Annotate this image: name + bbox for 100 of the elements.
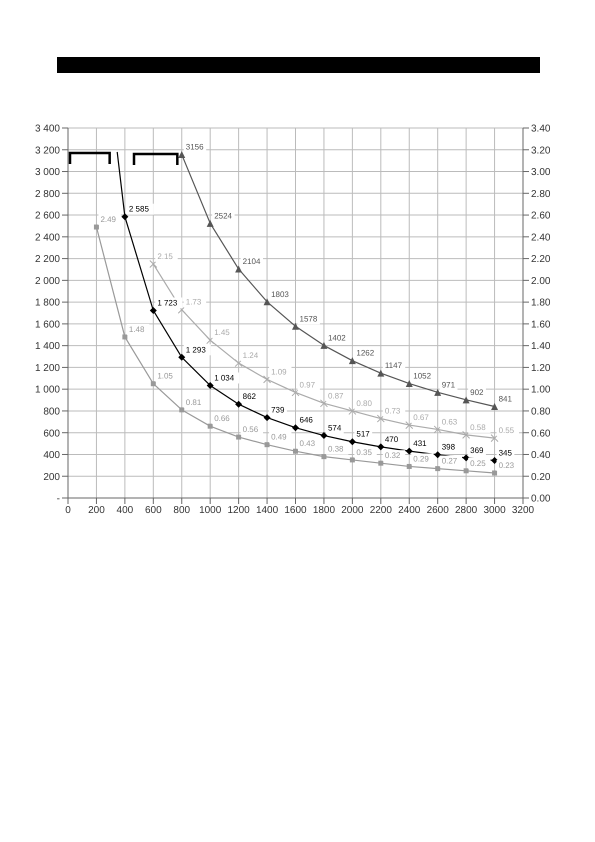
y-tick-label: 3 200 xyxy=(34,145,60,156)
y2-tick-label: 1.20 xyxy=(531,362,551,374)
data-label: 646 xyxy=(300,416,314,425)
y-tick-label: 200 xyxy=(43,472,60,483)
x-tick-label: 1200 xyxy=(228,505,250,516)
y2-tick-label: 3.00 xyxy=(531,167,551,178)
x-tick-label: 2200 xyxy=(370,505,392,516)
y2-tick-label: 0.20 xyxy=(531,472,551,483)
data-label: 1.73 xyxy=(186,298,202,307)
data-label: 739 xyxy=(271,406,285,415)
point xyxy=(320,432,328,440)
point xyxy=(292,388,300,396)
data-label: 0.23 xyxy=(498,460,515,470)
x-tick-label: 2600 xyxy=(426,505,450,516)
data-label: 0.87 xyxy=(328,391,344,400)
y-tick-label: 2 000 xyxy=(34,276,60,287)
point xyxy=(462,454,470,462)
point xyxy=(378,460,384,466)
point xyxy=(264,298,271,306)
point xyxy=(122,334,128,340)
data-label: 0.80 xyxy=(356,398,372,408)
point xyxy=(234,359,243,368)
point xyxy=(434,425,442,434)
data-label: 0.49 xyxy=(271,432,288,442)
data-label: 0.66 xyxy=(214,414,230,424)
x-tick-label: 400 xyxy=(116,505,134,516)
point xyxy=(235,266,242,273)
data-label: 1.09 xyxy=(271,367,288,376)
point xyxy=(293,448,298,454)
data-label: 0.43 xyxy=(300,439,316,448)
data-label: 1803 xyxy=(271,290,290,299)
point xyxy=(150,381,156,386)
point xyxy=(235,400,242,408)
y-tick-label: 2 800 xyxy=(34,188,60,200)
point xyxy=(321,454,326,460)
data-label: 0.38 xyxy=(328,444,344,454)
x-tick-label: 0 xyxy=(65,505,72,516)
y2-tick-label: 2.60 xyxy=(531,210,551,222)
point xyxy=(348,438,356,446)
point xyxy=(348,406,356,415)
y-tick-label: 2 600 xyxy=(34,210,60,222)
point xyxy=(292,424,299,432)
data-label: 1262 xyxy=(356,348,375,358)
data-label: 2524 xyxy=(214,211,233,220)
data-label: 0.67 xyxy=(413,413,430,422)
data-label: 862 xyxy=(242,392,257,402)
y-tick-label: 1 400 xyxy=(34,341,60,352)
point xyxy=(376,414,385,423)
data-label: 1.48 xyxy=(128,324,145,334)
point xyxy=(434,388,442,396)
x-tick-label: 1800 xyxy=(312,505,336,516)
point xyxy=(236,434,242,440)
point xyxy=(348,357,356,364)
data-label: 0.97 xyxy=(300,380,316,390)
y2-tick-label: 1.60 xyxy=(531,319,551,330)
data-label: 3156 xyxy=(186,142,204,152)
data-label: 2104 xyxy=(242,257,261,266)
y2-tick-label: 0.40 xyxy=(531,450,551,462)
x-tick-label: 3000 xyxy=(483,505,506,516)
data-label: 1.05 xyxy=(157,372,174,381)
data-label: 1147 xyxy=(384,361,403,370)
data-label: 0.81 xyxy=(186,398,202,407)
x-tick-label: 1400 xyxy=(256,505,279,516)
data-label: 2 585 xyxy=(128,204,150,214)
y2-tick-label: 1.00 xyxy=(531,384,551,396)
point xyxy=(320,399,328,408)
point xyxy=(434,451,442,458)
x-tick-label: 2000 xyxy=(341,505,364,516)
y2-tick-label: 0.60 xyxy=(531,428,551,440)
point xyxy=(292,322,299,330)
point xyxy=(150,306,157,314)
data-label: 2.15 xyxy=(157,252,174,262)
data-label: 0.29 xyxy=(413,454,430,464)
data-label: 0.58 xyxy=(470,422,486,432)
data-label: 398 xyxy=(442,442,456,452)
data-label: 369 xyxy=(470,446,484,455)
point xyxy=(206,220,214,227)
point xyxy=(149,260,158,268)
y2-tick-label: 1.80 xyxy=(531,298,551,309)
point xyxy=(435,466,440,472)
x-tick-label: 2800 xyxy=(455,505,478,516)
y-tick-label: 3 400 xyxy=(34,124,60,135)
y2-tick-label: 0.00 xyxy=(531,494,551,505)
point xyxy=(464,468,469,474)
data-label: 1 293 xyxy=(186,345,206,354)
data-label: 2.49 xyxy=(100,215,117,224)
y-tick-label: 600 xyxy=(43,428,60,440)
x-tick-label: 600 xyxy=(144,505,162,516)
data-label: 971 xyxy=(442,380,456,390)
data-label: 902 xyxy=(470,388,484,397)
point xyxy=(179,407,184,412)
point xyxy=(264,414,271,422)
point xyxy=(206,382,214,389)
point xyxy=(206,336,214,344)
point xyxy=(263,375,272,384)
point xyxy=(406,448,413,455)
x-tick-label: 1600 xyxy=(284,505,308,516)
data-label: 574 xyxy=(328,424,342,433)
y2-tick-label: 1.40 xyxy=(531,341,551,352)
point xyxy=(377,370,384,377)
